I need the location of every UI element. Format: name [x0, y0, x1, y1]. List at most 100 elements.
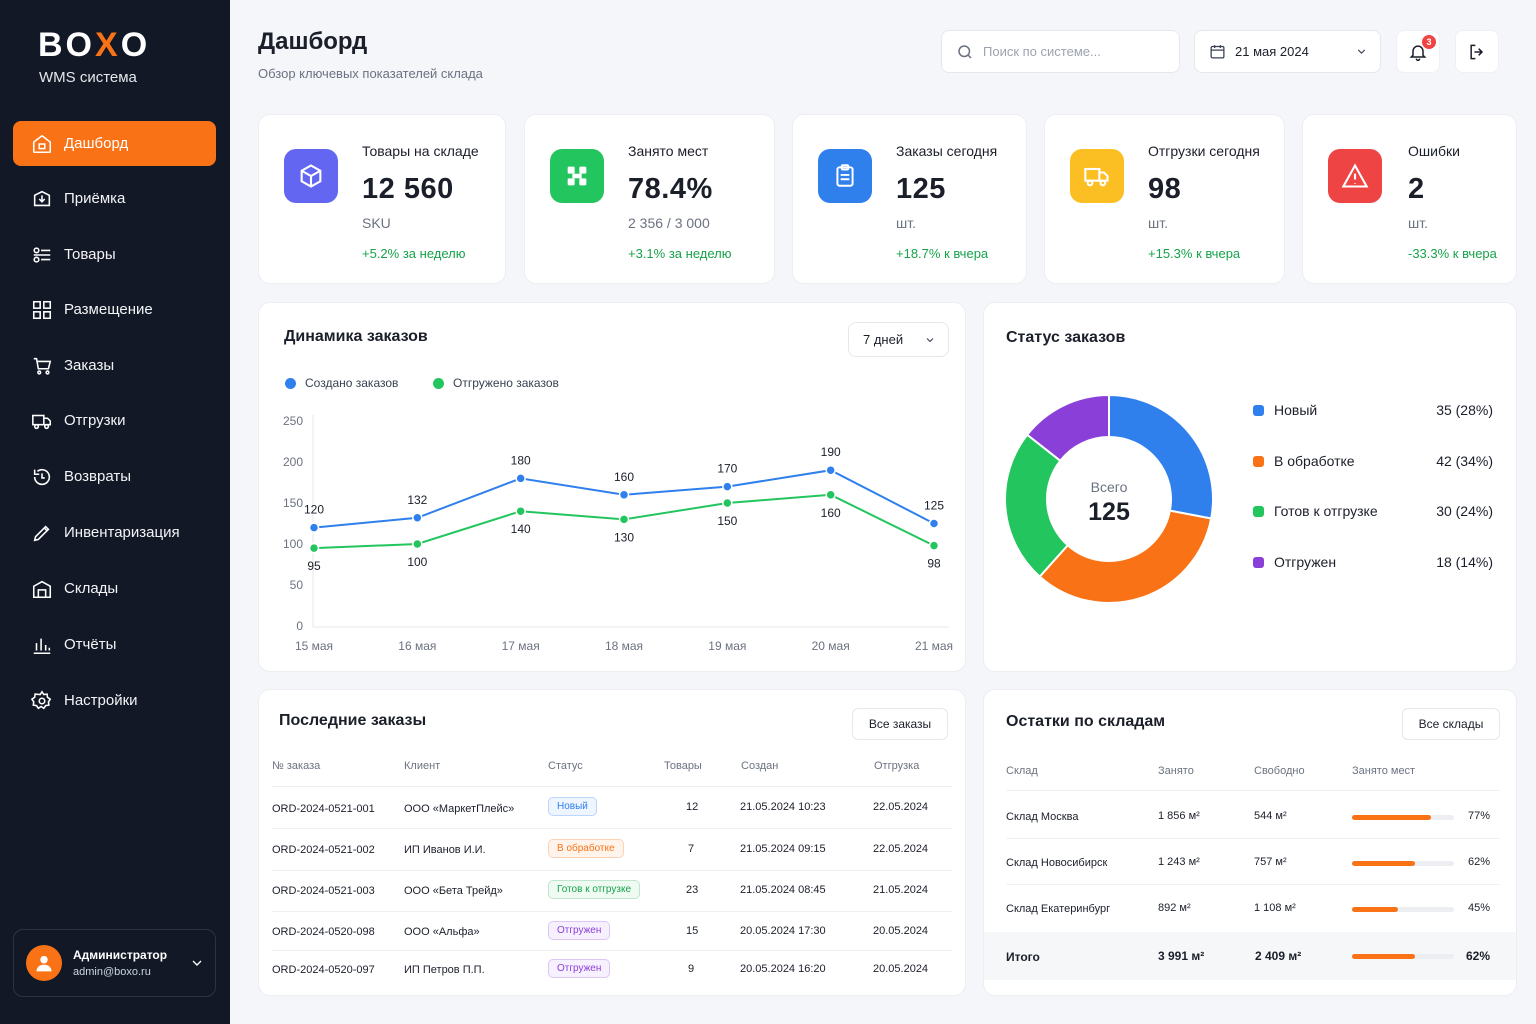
order-id[interactable]: ORD-2024-0521-002 [272, 844, 375, 856]
data-point[interactable] [928, 518, 940, 529]
order-id[interactable]: ORD-2024-0520-097 [272, 964, 375, 976]
sidebar-item-shipments[interactable]: Отгрузки [13, 398, 216, 443]
all-orders-button[interactable]: Все заказы [852, 708, 948, 740]
kpi-card-occupancy: Занято мест 78.4% 2 356 / 3 000 +3.1% за… [524, 114, 775, 284]
order-items: 7 [688, 843, 695, 855]
donut-slice[interactable] [1025, 393, 1110, 463]
notifications-button[interactable]: 3 [1396, 30, 1440, 73]
user-name: Администратор [73, 948, 168, 962]
sidebar-item-warehouses[interactable]: Склады [13, 566, 216, 611]
kpi-value: 98 [1148, 173, 1182, 205]
logout-button[interactable] [1455, 30, 1499, 73]
avatar [26, 945, 62, 981]
status-name: Готов к отгрузке [1274, 503, 1378, 519]
clipboard-icon [836, 164, 854, 187]
data-point[interactable] [412, 538, 423, 550]
period-select[interactable]: 7 дней [848, 322, 949, 357]
data-label: 100 [407, 555, 427, 569]
data-label: 98 [927, 557, 941, 571]
order-id[interactable]: ORD-2024-0521-003 [272, 885, 375, 897]
kpi-title: Товары на складе [362, 143, 479, 159]
data-point[interactable] [308, 522, 320, 533]
status-name: В обработке [1274, 453, 1355, 469]
order-ship: 21.05.2024 [873, 884, 929, 896]
kpi-card-orders: Заказы сегодня 125 шт. +18.7% к вчера [792, 114, 1027, 284]
legend-swatch [285, 377, 296, 389]
data-label: 95 [307, 559, 321, 573]
data-point[interactable] [825, 464, 836, 476]
kpi-unit: шт. [1408, 215, 1428, 231]
warehouse-name[interactable]: Склад Екатеринбург [1006, 903, 1111, 915]
orders-chart-title: Динамика заказов [284, 328, 428, 345]
total-used: 3 991 м² [1158, 949, 1205, 963]
data-point[interactable] [928, 540, 940, 551]
kpi-delta: -33.3% к вчера [1408, 246, 1497, 261]
data-point[interactable] [515, 505, 526, 517]
sidebar-item-label: Отгрузки [64, 412, 126, 429]
y-tick-label: 150 [283, 496, 303, 510]
sidebar-item-label: Товары [64, 246, 116, 263]
status-legend-row: Готов к отгрузке 30 (24%) [1253, 503, 1493, 519]
order-items: 15 [686, 925, 699, 937]
status-badge: Новый [548, 797, 597, 816]
data-point[interactable] [412, 512, 423, 524]
data-point[interactable] [825, 489, 836, 501]
order-client: ООО «МаркетПлейс» [404, 803, 515, 815]
user-menu[interactable]: Администратор admin@boxo.ru [13, 929, 216, 997]
kpi-card-stock: Товары на складе 12 560 SKU +5.2% за нед… [258, 114, 506, 284]
kpi-icon-bg [818, 149, 872, 203]
sidebar-item-settings[interactable]: Настройки [13, 678, 216, 723]
x-tick-label: 20 мая [812, 639, 850, 653]
warehouse-name[interactable]: Склад Москва [1006, 811, 1079, 823]
data-point[interactable] [308, 542, 320, 554]
kpi-icon-bg [284, 149, 338, 203]
order-client: ООО «Бета Трейд» [404, 885, 503, 897]
legend-shipped: Отгружено заказов [433, 376, 559, 390]
logo: BOXO [38, 26, 151, 64]
calendar-icon [1210, 45, 1225, 59]
donut-slice[interactable] [1038, 509, 1213, 604]
data-point[interactable] [722, 481, 733, 492]
data-point[interactable] [515, 473, 526, 484]
occupancy-bar [1352, 954, 1454, 959]
sidebar-item-placement[interactable]: Размещение [13, 287, 216, 332]
sidebar-item-label: Размещение [64, 301, 153, 318]
sidebar-item-products[interactable]: Товары [13, 232, 216, 277]
cube-icon [300, 164, 322, 188]
sidebar-item-reports[interactable]: Отчёты [13, 622, 216, 667]
search-input[interactable] [983, 44, 1173, 59]
warehouse-name[interactable]: Склад Новосибирск [1006, 857, 1108, 869]
legend-swatch [1253, 556, 1264, 568]
order-created: 21.05.2024 09:15 [740, 843, 826, 855]
kpi-title: Отгрузки сегодня [1148, 143, 1260, 159]
cart-icon [33, 357, 52, 375]
sidebar-item-returns[interactable]: Возвраты [13, 454, 216, 499]
kpi-card-shipments: Отгрузки сегодня 98 шт. +15.3% к вчера [1044, 114, 1285, 284]
warehouse-used: 892 м² [1158, 902, 1191, 914]
products-icon [33, 246, 51, 263]
sidebar-item-dashboard[interactable]: Дашборд [13, 121, 216, 166]
data-label: 160 [614, 470, 634, 484]
sidebar-item-receiving[interactable]: Приёмка [13, 176, 216, 221]
donut-slice[interactable] [1108, 393, 1214, 520]
data-point[interactable] [618, 489, 630, 501]
order-id[interactable]: ORD-2024-0521-001 [272, 803, 375, 815]
data-point[interactable] [722, 497, 733, 509]
all-warehouses-button[interactable]: Все склады [1402, 708, 1500, 740]
sidebar-item-orders[interactable]: Заказы [13, 343, 216, 388]
order-id[interactable]: ORD-2024-0520-098 [272, 926, 375, 938]
date-picker[interactable]: 21 мая 2024 [1194, 30, 1381, 73]
data-label: 140 [511, 522, 531, 536]
sidebar-item-inventory[interactable]: Инвентаризация [13, 510, 216, 555]
warehouse-free: 544 м² [1254, 810, 1287, 822]
order-created: 21.05.2024 10:23 [740, 801, 826, 813]
chevron-down-icon [926, 337, 934, 342]
search-box[interactable] [941, 30, 1180, 73]
column-header: Статус [548, 760, 583, 772]
data-point[interactable] [618, 514, 630, 525]
truck-icon [1084, 167, 1109, 187]
data-label: 180 [511, 453, 531, 467]
order-created: 20.05.2024 17:30 [740, 925, 826, 937]
data-label: 150 [717, 514, 737, 528]
order-items: 9 [688, 963, 695, 975]
